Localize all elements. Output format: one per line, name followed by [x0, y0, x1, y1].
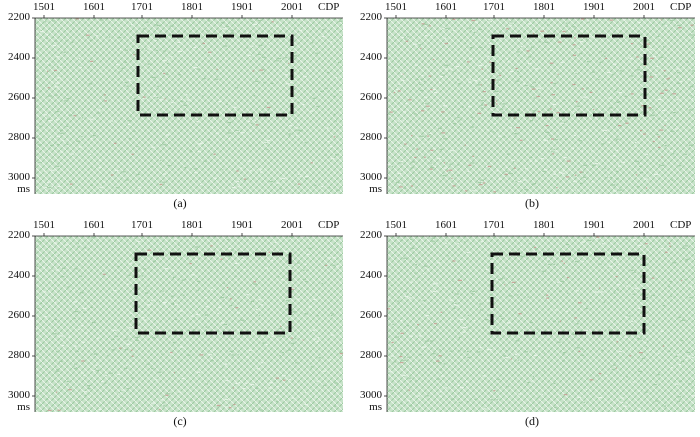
y-tick-label: 2400 — [8, 51, 30, 63]
x-tick-label: 1601 — [435, 1, 457, 13]
x-tick-label: 1801 — [533, 1, 555, 13]
y-tick-label: 2600 — [8, 309, 30, 321]
x-tick-label: 1901 — [231, 1, 253, 13]
y-tick-label: 2800 — [360, 349, 382, 361]
panel-caption: (c) — [173, 414, 187, 428]
y-tick-label: 2800 — [8, 349, 30, 361]
y-axis-unit-label: ms — [369, 183, 382, 195]
highlight-dashed-box — [491, 34, 647, 117]
y-tick-label: 2600 — [360, 309, 382, 321]
x-tick-label: 1501 — [33, 1, 55, 13]
y-axis-unit-label: ms — [369, 401, 382, 413]
x-tick-label: 1701 — [131, 1, 153, 13]
seismic-section-plot — [384, 233, 695, 412]
x-axis-unit-label: CDP — [670, 1, 692, 13]
x-tick-label: 1901 — [583, 1, 605, 13]
x-tick-label: 1501 — [385, 1, 407, 13]
seismic-noise-texture — [387, 236, 695, 410]
seismic-section-plot — [32, 15, 343, 194]
y-tick-label: 2800 — [8, 131, 30, 143]
x-tick-label: 1901 — [583, 219, 605, 231]
y-tick-label: 2600 — [8, 91, 30, 103]
seismic-image — [35, 236, 343, 412]
y-tick-label: 3000 — [8, 389, 30, 401]
x-tick-label: 2001 — [281, 219, 303, 231]
x-axis-unit-label: CDP — [318, 219, 340, 231]
seismic-section-plot — [32, 233, 344, 412]
x-tick-label: 1701 — [483, 219, 505, 231]
x-tick-label: 2001 — [633, 1, 655, 13]
y-axis-unit-label: ms — [17, 183, 30, 195]
y-tick-label: 3000 — [8, 171, 30, 183]
x-tick-label: 1801 — [181, 219, 203, 231]
panel-a: 1501 1601 1701 1801 1901 2001 CDP 2200 2400 2600 2… — [0, 0, 345, 215]
x-axis-unit-label: CDP — [670, 219, 692, 231]
y-tick-label: 3000 — [360, 389, 382, 401]
y-tick-label: 2400 — [360, 269, 382, 281]
x-tick-label: 1801 — [181, 1, 203, 13]
x-tick-label: 2001 — [633, 219, 655, 231]
panel-caption: (d) — [525, 414, 539, 428]
y-tick-label: 3000 — [360, 171, 382, 183]
panel-b: 1501 1601 1701 1801 1901 2001 CDP 2200 2400 2600 2… — [352, 0, 697, 215]
y-tick-label: 2200 — [360, 229, 382, 241]
panel-caption: (a) — [173, 196, 187, 210]
x-tick-label: 1601 — [83, 1, 105, 13]
panel-caption: (b) — [525, 196, 539, 210]
y-tick-label: 2200 — [360, 11, 382, 23]
seismic-noise-texture — [387, 18, 695, 193]
x-tick-label: 1501 — [385, 219, 407, 231]
y-tick-label: 2400 — [360, 51, 382, 63]
seismic-section-plot — [384, 15, 695, 194]
x-tick-label: 1801 — [533, 219, 555, 231]
x-tick-label: 1501 — [33, 219, 55, 231]
seismic-image — [387, 236, 695, 412]
y-tick-label: 2200 — [8, 11, 30, 23]
y-axis-unit-label: ms — [17, 401, 30, 413]
x-tick-label: 1701 — [131, 219, 153, 231]
x-axis-unit-label: CDP — [318, 1, 340, 13]
panel-c: 1501 1601 1701 1801 1901 2001 CDP 2200 2400 2600 2… — [0, 218, 345, 433]
x-tick-label: 1601 — [83, 219, 105, 231]
highlight-dashed-box — [134, 252, 292, 335]
y-tick-label: 2200 — [8, 229, 30, 241]
x-tick-label: 1601 — [435, 219, 457, 231]
x-tick-label: 2001 — [281, 1, 303, 13]
highlight-dashed-box — [136, 34, 294, 117]
highlight-dashed-box — [490, 252, 646, 335]
seismic-image — [35, 18, 343, 194]
x-tick-label: 1701 — [483, 1, 505, 13]
x-tick-label: 1901 — [231, 219, 253, 231]
panel-d: 1501 1601 1701 1801 1901 2001 CDP 2200 2400 2600 2… — [352, 218, 697, 433]
seismic-noise-texture — [37, 18, 343, 191]
y-tick-label: 2600 — [360, 91, 382, 103]
y-tick-label: 2400 — [8, 269, 30, 281]
y-tick-label: 2800 — [360, 131, 382, 143]
